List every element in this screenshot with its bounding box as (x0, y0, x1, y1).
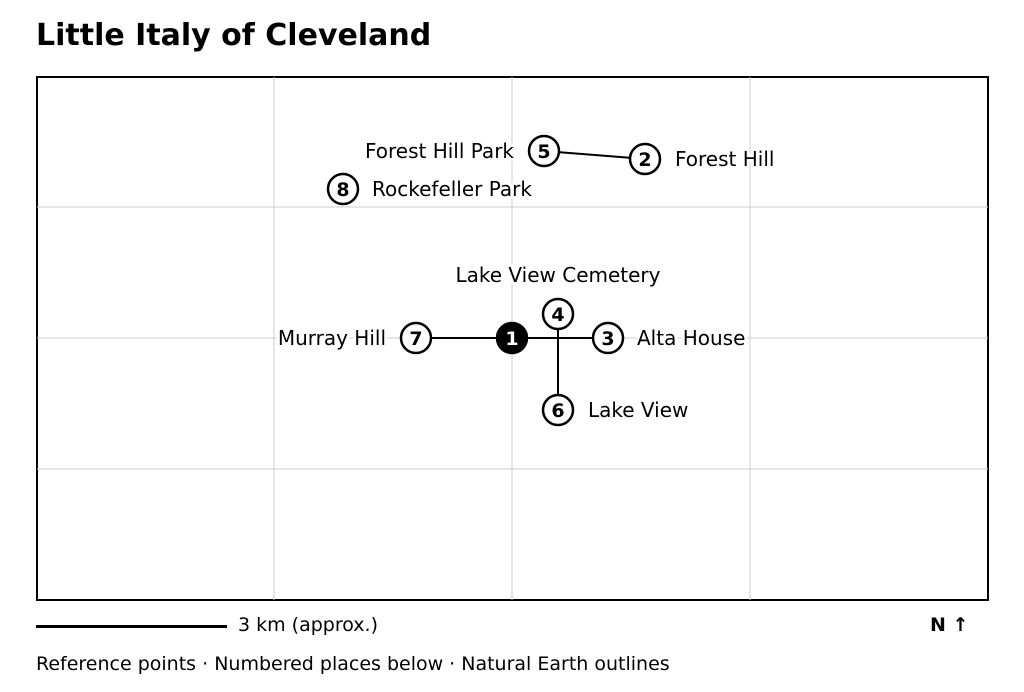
place-marker-5[interactable]: 5 Forest Hill Park (362, 134, 561, 168)
place-marker-6[interactable]: 6 Lake View (541, 393, 691, 427)
marker-number: 5 (537, 141, 550, 163)
marker-number: 8 (336, 179, 349, 201)
marker-circle (628, 142, 662, 176)
place-label: Murray Hill (278, 326, 386, 350)
marker-circle (399, 321, 433, 355)
marker-number: 4 (551, 304, 564, 326)
place-marker-8[interactable]: 8 Rockefeller Park (326, 172, 535, 206)
place-label: Lake View Cemetery (455, 263, 660, 287)
map-footer: Reference points · Numbered places below… (36, 653, 670, 675)
place-marker-1[interactable]: 1 (495, 321, 529, 355)
marker-circle (591, 321, 625, 355)
place-label: Alta House (637, 326, 745, 350)
place-marker-3[interactable]: 3 Alta House (591, 321, 748, 355)
marker-number: 1 (505, 328, 518, 350)
place-marker-4[interactable]: 4 Lake View Cemetery (452, 260, 664, 331)
place-label: Lake View (588, 398, 688, 422)
marker-circle (495, 321, 529, 355)
scale-label: 3 km (approx.) (238, 614, 378, 636)
place-label: Forest Hill (675, 147, 774, 171)
marker-circle (527, 134, 561, 168)
place-label: Rockefeller Park (372, 177, 532, 201)
marker-number: 2 (638, 149, 651, 171)
marker-circle (326, 172, 360, 206)
marker-circle (541, 393, 575, 427)
connection-line (543, 150, 646, 160)
marker-number: 7 (409, 328, 422, 350)
marker-number: 3 (601, 328, 614, 350)
place-marker-2[interactable]: 2 Forest Hill (628, 142, 777, 176)
north-arrow: N ↑ (930, 614, 969, 636)
place-label: Forest Hill Park (365, 139, 514, 163)
scale-bar (36, 625, 227, 628)
marker-number: 6 (551, 400, 564, 422)
place-markers: 1 2 Forest Hill 3 Alta House 4 Lake View Cemet… (275, 134, 777, 427)
map-title: Little Italy of Cleveland (36, 18, 432, 53)
marker-circle (541, 297, 575, 331)
place-marker-7[interactable]: 7 Murray Hill (275, 321, 433, 355)
